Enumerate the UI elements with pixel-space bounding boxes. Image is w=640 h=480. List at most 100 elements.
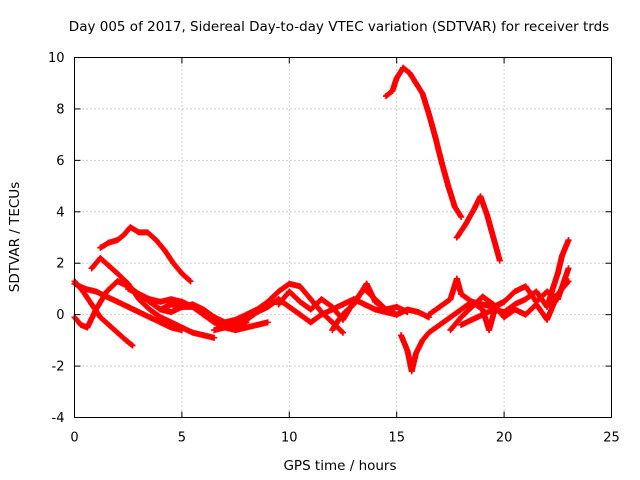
data-point bbox=[458, 314, 465, 321]
data-point bbox=[389, 87, 396, 94]
chart-title: Day 005 of 2017, Sidereal Day-to-day VTE… bbox=[69, 19, 609, 35]
data-point bbox=[114, 270, 121, 277]
data-point bbox=[458, 306, 465, 313]
data-point bbox=[105, 321, 112, 328]
data-point bbox=[189, 329, 196, 336]
data-point bbox=[168, 309, 175, 316]
y-tick-label: 4 bbox=[56, 205, 64, 220]
data-point bbox=[135, 309, 142, 316]
data-point bbox=[372, 306, 379, 313]
data-point bbox=[408, 368, 415, 375]
data-point bbox=[565, 237, 572, 244]
data-point bbox=[329, 327, 336, 334]
data-point bbox=[243, 316, 250, 323]
data-point bbox=[451, 203, 458, 210]
data-point bbox=[105, 239, 112, 246]
data-point bbox=[178, 298, 185, 305]
y-tick-label: 6 bbox=[56, 154, 64, 169]
data-point bbox=[477, 193, 484, 200]
data-point bbox=[533, 288, 540, 295]
data-point bbox=[382, 93, 389, 100]
data-point bbox=[187, 278, 194, 285]
data-point bbox=[157, 306, 164, 313]
data-point bbox=[447, 314, 454, 321]
series-marker-trail bbox=[97, 224, 194, 285]
data-point bbox=[146, 296, 153, 303]
data-point bbox=[92, 288, 99, 295]
data-point bbox=[114, 237, 121, 244]
data-point bbox=[432, 134, 439, 141]
data-point bbox=[397, 332, 404, 339]
data-point bbox=[522, 283, 529, 290]
data-point bbox=[563, 242, 570, 249]
y-tick-label: 2 bbox=[56, 257, 64, 272]
data-series bbox=[97, 224, 194, 285]
data-point bbox=[340, 329, 346, 336]
data-point bbox=[114, 329, 121, 336]
data-point bbox=[286, 288, 293, 295]
data-point bbox=[404, 309, 411, 316]
data-point bbox=[221, 319, 228, 326]
data-point bbox=[178, 324, 185, 331]
data-point bbox=[286, 280, 293, 287]
data-point bbox=[211, 314, 218, 321]
data-point bbox=[275, 301, 282, 308]
data-point bbox=[400, 64, 407, 71]
y-tick-label: 10 bbox=[48, 51, 65, 66]
data-point bbox=[490, 234, 497, 241]
data-point bbox=[135, 296, 142, 303]
data-point bbox=[161, 247, 168, 254]
data-point bbox=[483, 211, 490, 218]
data-point bbox=[114, 298, 121, 305]
data-point bbox=[105, 262, 112, 269]
data-point bbox=[307, 306, 314, 313]
data-point bbox=[170, 260, 177, 267]
data-point bbox=[511, 306, 518, 313]
data-point bbox=[342, 309, 349, 316]
data-point bbox=[77, 321, 84, 328]
data-point bbox=[168, 296, 175, 303]
data-point bbox=[264, 303, 271, 310]
data-point bbox=[565, 278, 572, 285]
data-point bbox=[92, 306, 99, 313]
data-point bbox=[168, 319, 175, 326]
data-point bbox=[501, 314, 508, 321]
data-point bbox=[297, 298, 304, 305]
data-point bbox=[178, 303, 185, 310]
data-point bbox=[297, 283, 304, 290]
data-point bbox=[125, 303, 132, 310]
x-tick-label: 20 bbox=[496, 431, 513, 446]
data-point bbox=[221, 324, 228, 331]
data-point bbox=[425, 329, 432, 336]
data-point bbox=[501, 298, 508, 305]
data-point bbox=[307, 296, 314, 303]
data-point bbox=[479, 293, 486, 300]
data-point bbox=[363, 280, 370, 287]
data-series bbox=[447, 278, 572, 334]
data-point bbox=[254, 321, 261, 328]
y-tick-label: 0 bbox=[56, 308, 64, 323]
data-point bbox=[357, 291, 364, 298]
data-point bbox=[393, 311, 400, 318]
data-point bbox=[415, 309, 422, 316]
data-point bbox=[335, 316, 342, 323]
series-marker-trail bbox=[453, 193, 503, 264]
data-point bbox=[468, 316, 475, 323]
data-point bbox=[329, 303, 336, 310]
data-point bbox=[168, 324, 175, 331]
data-point bbox=[125, 285, 132, 292]
y-axis-label: SDTVAR / TECUs bbox=[7, 182, 23, 292]
data-point bbox=[544, 316, 551, 323]
data-point bbox=[254, 309, 261, 316]
data-point bbox=[447, 296, 454, 303]
data-point bbox=[436, 303, 443, 310]
data-point bbox=[533, 301, 540, 308]
data-point bbox=[404, 347, 411, 354]
data-point bbox=[372, 298, 379, 305]
data-point bbox=[340, 301, 346, 308]
data-point bbox=[97, 314, 104, 321]
data-point bbox=[471, 206, 478, 213]
data-point bbox=[168, 301, 175, 308]
data-point bbox=[511, 288, 518, 295]
x-axis-label: GPS time / hours bbox=[283, 458, 396, 474]
